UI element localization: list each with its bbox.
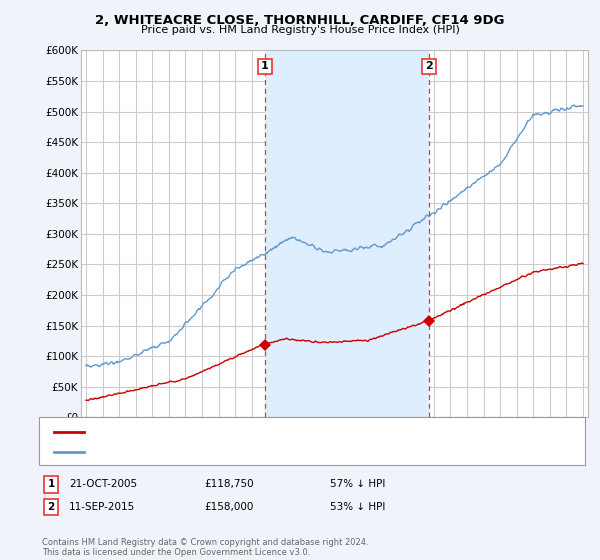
Text: 2: 2 (425, 62, 433, 72)
Text: Price paid vs. HM Land Registry's House Price Index (HPI): Price paid vs. HM Land Registry's House … (140, 25, 460, 35)
Text: 57% ↓ HPI: 57% ↓ HPI (330, 479, 385, 489)
Text: £158,000: £158,000 (204, 502, 253, 512)
Text: 1: 1 (47, 479, 55, 489)
Text: 11-SEP-2015: 11-SEP-2015 (69, 502, 135, 512)
Text: 1: 1 (261, 62, 269, 72)
Bar (265, 50, 429, 417)
Text: 2, WHITEACRE CLOSE, THORNHILL, CARDIFF, CF14 9DG: 2, WHITEACRE CLOSE, THORNHILL, CARDIFF, … (95, 14, 505, 27)
Text: 2: 2 (47, 502, 55, 512)
Text: 21-OCT-2005: 21-OCT-2005 (69, 479, 137, 489)
Text: Contains HM Land Registry data © Crown copyright and database right 2024.
This d: Contains HM Land Registry data © Crown c… (42, 538, 368, 557)
Text: 53% ↓ HPI: 53% ↓ HPI (330, 502, 385, 512)
Text: £118,750: £118,750 (204, 479, 254, 489)
Text: HPI: Average price, detached house, Cardiff: HPI: Average price, detached house, Card… (93, 446, 311, 456)
Text: 2, WHITEACRE CLOSE, THORNHILL, CARDIFF, CF14 9DG (detached house): 2, WHITEACRE CLOSE, THORNHILL, CARDIFF, … (93, 427, 460, 437)
